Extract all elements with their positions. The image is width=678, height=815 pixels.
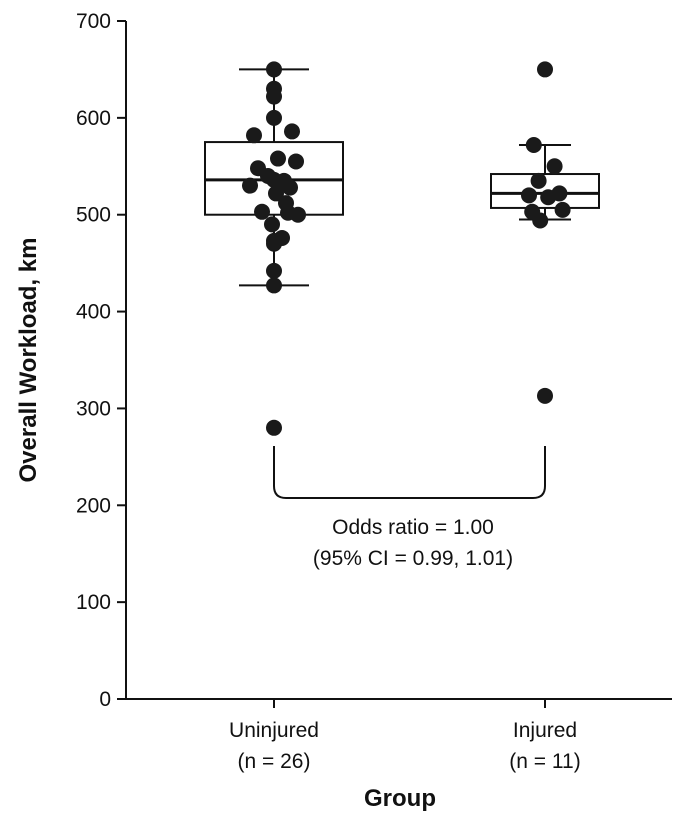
y-tick-label: 0 <box>99 688 111 711</box>
data-point <box>525 136 542 153</box>
data-point <box>266 61 282 78</box>
x-categories: Uninjured (n = 26) Injured (n = 11) <box>229 699 581 773</box>
data-point <box>288 153 304 170</box>
data-point <box>264 216 280 233</box>
comparison-bracket <box>273 446 546 499</box>
data-point <box>537 387 553 404</box>
x-category-count: (n = 26) <box>238 750 311 773</box>
data-point <box>284 123 300 140</box>
data-point <box>278 195 294 212</box>
y-tick-label: 300 <box>76 397 111 420</box>
data-point <box>266 262 282 279</box>
y-tick-label: 100 <box>76 591 111 614</box>
data-point <box>282 179 298 196</box>
y-axis-title: Overall Workload, km <box>15 238 42 483</box>
y-ticks: 0 100 200 300 400 500 600 700 <box>76 10 126 711</box>
data-point <box>537 61 553 78</box>
data-point <box>246 127 262 144</box>
data-point <box>266 419 282 436</box>
data-point <box>290 206 306 223</box>
y-tick-label: 700 <box>76 10 111 33</box>
data-point <box>268 185 284 202</box>
x-axis-title: Group <box>364 785 436 812</box>
axes <box>125 21 672 700</box>
data-point <box>532 212 549 229</box>
x-category-count: (n = 11) <box>509 750 580 773</box>
y-tick-label: 200 <box>76 494 111 517</box>
data-point <box>270 150 286 167</box>
data-point <box>266 277 282 294</box>
data-point <box>254 203 270 220</box>
y-tick-label: 500 <box>76 204 111 227</box>
data-point <box>266 109 282 126</box>
data-point <box>546 158 563 175</box>
y-tick-label: 600 <box>76 107 111 130</box>
data-points <box>242 61 571 436</box>
data-point <box>266 88 282 105</box>
data-point <box>521 187 537 204</box>
confidence-interval-label: (95% CI = 0.99, 1.01) <box>313 547 513 570</box>
annotation: Odds ratio = 1.00 (95% CI = 0.99, 1.01) <box>184 446 644 586</box>
data-point <box>242 177 258 194</box>
data-point <box>266 171 282 188</box>
odds-ratio-label: Odds ratio = 1.00 <box>332 516 494 539</box>
x-category-label: Injured <box>513 719 577 742</box>
y-tick-label: 400 <box>76 301 111 324</box>
x-category-label: Uninjured <box>229 719 319 742</box>
data-point <box>266 235 282 252</box>
data-point <box>554 201 571 218</box>
annotation-background <box>184 508 644 586</box>
data-point <box>530 172 547 189</box>
data-point <box>540 189 557 206</box>
